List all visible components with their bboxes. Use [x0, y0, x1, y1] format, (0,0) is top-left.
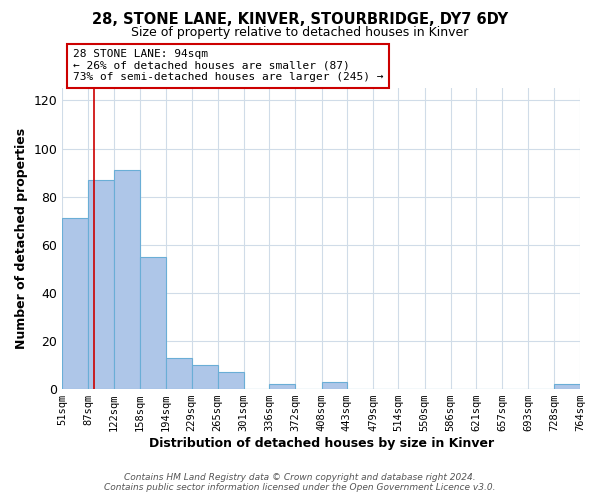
Bar — [62, 218, 88, 389]
Text: Contains HM Land Registry data © Crown copyright and database right 2024.
Contai: Contains HM Land Registry data © Crown c… — [104, 473, 496, 492]
Bar — [322, 382, 347, 389]
Bar — [166, 358, 191, 389]
Text: Size of property relative to detached houses in Kinver: Size of property relative to detached ho… — [131, 26, 469, 39]
Bar — [554, 384, 580, 389]
Text: 28 STONE LANE: 94sqm
← 26% of detached houses are smaller (87)
73% of semi-detac: 28 STONE LANE: 94sqm ← 26% of detached h… — [73, 49, 383, 82]
Bar — [88, 180, 114, 389]
X-axis label: Distribution of detached houses by size in Kinver: Distribution of detached houses by size … — [149, 437, 494, 450]
Bar — [140, 257, 166, 389]
Bar — [191, 365, 218, 389]
Bar — [218, 372, 244, 389]
Y-axis label: Number of detached properties: Number of detached properties — [15, 128, 28, 350]
Bar — [114, 170, 140, 389]
Bar — [269, 384, 295, 389]
Text: 28, STONE LANE, KINVER, STOURBRIDGE, DY7 6DY: 28, STONE LANE, KINVER, STOURBRIDGE, DY7… — [92, 12, 508, 28]
